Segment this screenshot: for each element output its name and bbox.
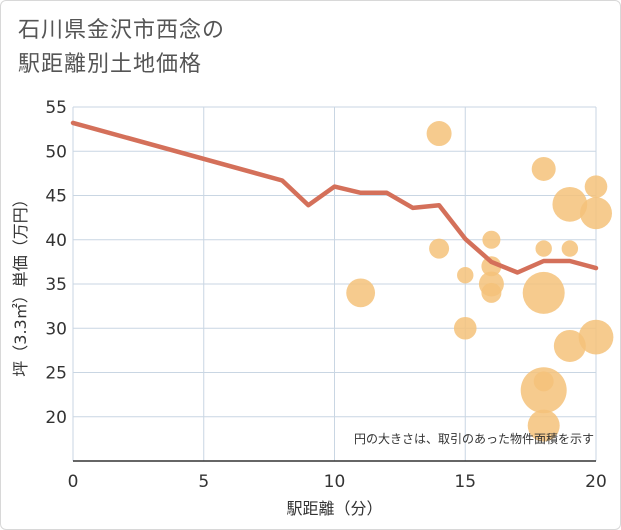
bubble-point bbox=[578, 319, 614, 355]
bubble-point bbox=[520, 367, 567, 414]
bubble-point bbox=[553, 329, 586, 362]
bubble-size-note: 円の大きさは、取引のあった物件面積を示す bbox=[354, 431, 594, 446]
bubble-point bbox=[457, 266, 474, 284]
bubble-point bbox=[481, 256, 502, 277]
y-tick-label: 25 bbox=[45, 364, 67, 384]
line-layer bbox=[70, 120, 599, 275]
chart-title: 石川県金沢市西念の 駅距離別土地価格 bbox=[18, 14, 225, 82]
bubble-point bbox=[552, 186, 588, 222]
y-axis-label: 坪（3.3㎡）単価（万円） bbox=[11, 191, 30, 376]
bubble-point bbox=[429, 238, 450, 259]
bubble-point bbox=[482, 230, 501, 249]
chart-title-line1: 石川県金沢市西念の bbox=[18, 18, 226, 43]
x-axis-label: 駅距離（分） bbox=[286, 499, 382, 518]
bubble-layer bbox=[346, 121, 614, 442]
x-tick-label: 15 bbox=[454, 472, 476, 492]
tick-layer: 20 25 30 35 40 45 50 55 0 5 10 15 20 bbox=[45, 98, 606, 492]
y-tick-label: 20 bbox=[45, 408, 67, 428]
bubble-point bbox=[426, 121, 452, 147]
y-tick-label: 40 bbox=[45, 231, 67, 251]
bubble-point bbox=[346, 278, 376, 308]
x-tick-label: 5 bbox=[198, 472, 209, 492]
x-tick-label: 20 bbox=[585, 472, 607, 492]
x-tick-label: 10 bbox=[324, 472, 346, 492]
bubble-point bbox=[481, 282, 502, 303]
y-tick-label: 35 bbox=[45, 275, 67, 295]
y-tick-label: 30 bbox=[45, 319, 67, 339]
average-price-line bbox=[70, 120, 599, 275]
bubble-point bbox=[584, 175, 608, 198]
y-tick-label: 55 bbox=[45, 98, 67, 118]
bubble-point bbox=[453, 316, 477, 340]
y-tick-label: 45 bbox=[45, 187, 67, 207]
chart-title-line2: 駅距離別土地価格 bbox=[18, 52, 203, 77]
bubble-point bbox=[527, 409, 560, 442]
bubble-point bbox=[561, 240, 579, 257]
bubble-point bbox=[522, 271, 565, 314]
x-tick-label: 0 bbox=[68, 472, 79, 492]
bubble-point bbox=[531, 156, 556, 181]
grid-layer bbox=[72, 106, 597, 461]
bubble-point bbox=[580, 197, 612, 230]
bubble-point bbox=[535, 240, 552, 257]
y-tick-label: 50 bbox=[45, 142, 67, 162]
